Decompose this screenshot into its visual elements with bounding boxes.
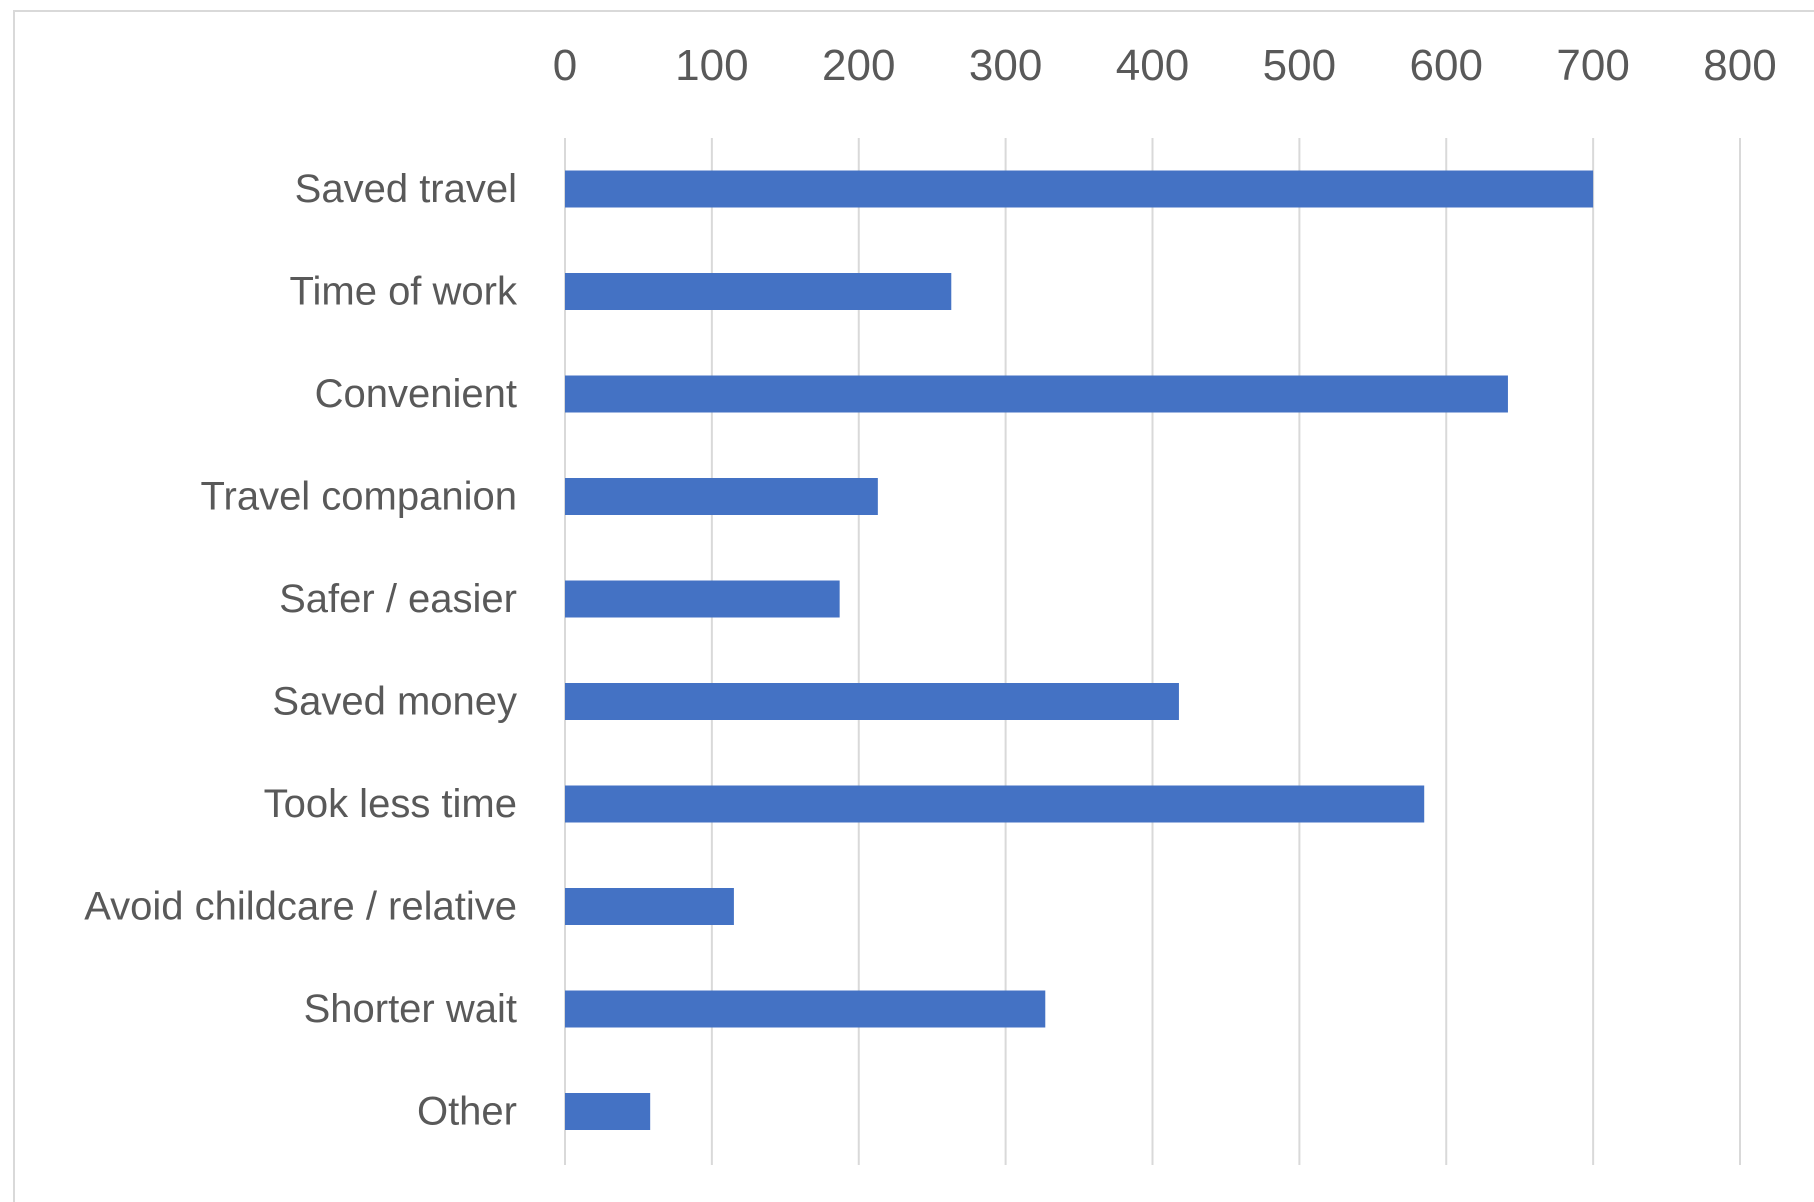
bar-avoid-childcare-relative (565, 888, 734, 925)
tick-label-400: 400 (1116, 41, 1189, 90)
category-label-other: Other (417, 1090, 517, 1134)
bar-shorter-wait (565, 990, 1046, 1028)
bar-saved-travel (565, 170, 1594, 208)
category-label-saved-money: Saved money (272, 680, 517, 724)
bar-took-less-time (565, 785, 1425, 823)
tick-label-800: 800 (1703, 41, 1776, 90)
category-label-saved-travel: Saved travel (295, 167, 517, 211)
category-label-time-of-work: Time of work (290, 270, 518, 314)
bar-safer-easier (565, 580, 840, 618)
tick-label-500: 500 (1263, 41, 1336, 90)
x-axis-tick-labels: 0 100 200 300 400 500 600 700 800 (553, 41, 1777, 90)
tick-label-700: 700 (1556, 41, 1629, 90)
bar-saved-money (565, 683, 1179, 720)
category-label-avoid-childcare-relative: Avoid childcare / relative (84, 885, 517, 929)
category-label-travel-companion: Travel companion (201, 475, 517, 519)
bar-time-of-work (565, 273, 952, 310)
tick-label-300: 300 (969, 41, 1042, 90)
tick-label-0: 0 (553, 41, 577, 90)
category-label-shorter-wait: Shorter wait (304, 987, 517, 1031)
bar-convenient (565, 375, 1508, 413)
tick-label-600: 600 (1410, 41, 1483, 90)
category-label-convenient: Convenient (315, 372, 517, 416)
bars (565, 170, 1594, 1130)
category-label-safer-easier: Safer / easier (279, 577, 517, 621)
tick-label-100: 100 (675, 41, 748, 90)
bar-other (565, 1093, 651, 1130)
bar-travel-companion (565, 478, 878, 515)
category-label-took-less-time: Took less time (264, 782, 517, 826)
tick-label-200: 200 (822, 41, 895, 90)
category-labels: Saved travel Time of work Convenient Travel… (84, 167, 518, 1134)
